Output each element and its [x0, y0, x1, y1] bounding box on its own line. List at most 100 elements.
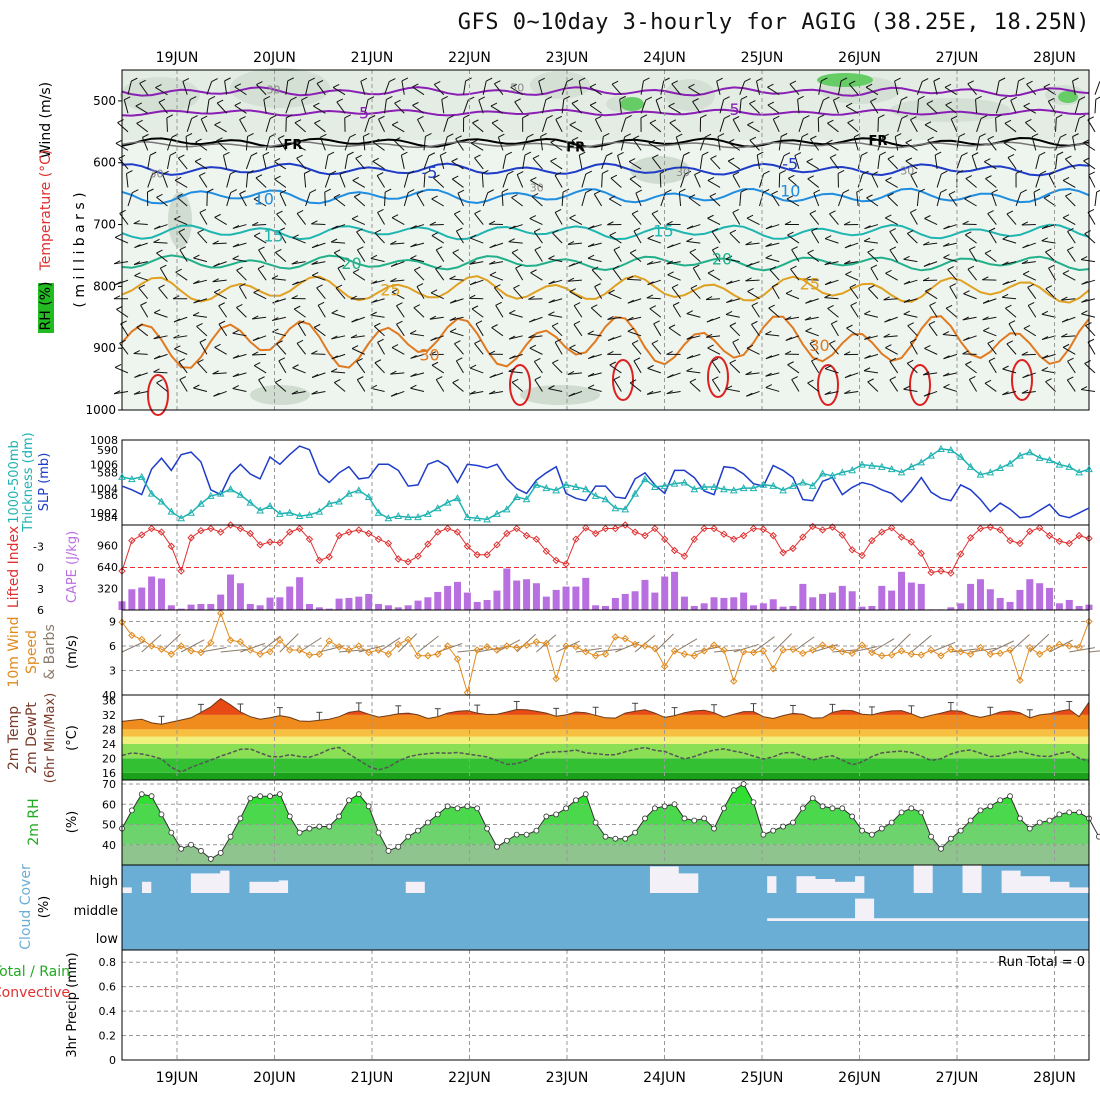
wind-barb-flag — [745, 277, 752, 282]
rh-marker — [336, 813, 342, 820]
cape-bar — [463, 592, 471, 610]
wind-barb-flag — [522, 114, 529, 119]
wind-barb — [193, 257, 208, 263]
wind-barb — [809, 213, 820, 225]
wind-barb-flag — [252, 337, 260, 342]
wind-barb — [610, 177, 622, 188]
lifted-index-marker — [976, 524, 985, 533]
wind-barb-flag — [619, 95, 626, 100]
wind-barb — [786, 198, 800, 207]
wind-barb-flag — [376, 172, 384, 177]
wind-barb — [391, 124, 405, 133]
wind-barb — [1062, 273, 1076, 281]
wind-barb — [984, 382, 997, 392]
wind-barb — [995, 80, 1000, 95]
wind-barb — [166, 136, 173, 151]
cape-bar — [661, 576, 669, 610]
wind10-marker — [660, 662, 669, 671]
bottom-date-label: 19JUN — [156, 1070, 199, 1086]
wind-barb — [452, 382, 464, 392]
wind-barb-flag — [263, 96, 271, 100]
wind-barb — [640, 80, 644, 95]
wind-barb-flag — [429, 221, 436, 226]
upper-frame — [121, 69, 1090, 411]
wind-barb-flag — [456, 227, 463, 232]
lifted-index-marker — [246, 529, 254, 538]
wind-barb-flag — [1080, 256, 1088, 261]
wind-barb — [194, 161, 208, 170]
wind10-marker — [404, 635, 412, 644]
wind-barb — [127, 81, 132, 95]
cloud-high-bar — [131, 865, 143, 893]
wind-barb — [352, 272, 366, 281]
lifted-index-marker — [631, 528, 639, 536]
wind-barb-flag — [390, 240, 397, 245]
wind-barb — [410, 387, 425, 392]
wind-barb-flag — [963, 290, 970, 295]
wind-barb — [316, 83, 326, 96]
wind-barb-flag — [516, 171, 524, 176]
lifted-index-marker — [355, 526, 363, 534]
wind-barb-flag — [1021, 351, 1029, 356]
wind-barb-flag — [563, 95, 570, 100]
wind-barb-flag — [214, 213, 221, 218]
wind10-marker — [897, 647, 906, 655]
wind-barb-flag — [894, 77, 901, 82]
cloud-high-bar — [317, 865, 328, 893]
wind-barb-flag — [824, 391, 832, 395]
wind-barb-flag — [430, 289, 438, 294]
wind-barb — [867, 288, 879, 300]
thickness-marker — [611, 504, 620, 512]
wind-barb-flag — [1015, 170, 1023, 174]
wind-barb-flag — [587, 330, 594, 335]
thickness-marker — [374, 508, 383, 516]
wind-barb-flag — [844, 374, 852, 379]
cape-bar — [641, 579, 649, 610]
wind-barb — [751, 305, 760, 318]
wind-barb-flag — [440, 151, 447, 156]
wind-barb-flag — [588, 225, 595, 230]
wind-barb — [433, 177, 445, 188]
wind-barb — [232, 258, 247, 263]
cloud-middle-bar — [444, 893, 455, 921]
cloud-middle-bar — [971, 893, 983, 919]
wind-barb — [889, 379, 899, 392]
wind-barb-flag — [334, 379, 341, 383]
wind-barb — [601, 136, 604, 151]
precip-total-legend: Total / Rain — [0, 964, 70, 980]
wind-barb-flag — [311, 374, 319, 378]
cloud-high-bar — [258, 865, 270, 882]
cloud-middle-bar — [200, 893, 211, 921]
wind-barb-flag — [1067, 228, 1074, 232]
wind-barb-flag — [1007, 153, 1015, 158]
cloud-middle-bar — [903, 893, 914, 919]
wind-barb-flag — [985, 175, 992, 180]
wind-barb-flag — [746, 262, 753, 267]
wind-barb-flag — [173, 334, 180, 339]
wind-barb — [845, 105, 859, 114]
wind-barb — [927, 139, 938, 151]
wind-barb — [491, 327, 504, 337]
wind-barb — [877, 117, 879, 132]
wind-barb-flag — [447, 115, 455, 119]
rh-marker — [622, 835, 629, 842]
wind-barb-flag — [712, 376, 719, 381]
wind-barb-flag — [390, 262, 398, 267]
lifted-index-marker — [868, 536, 876, 545]
rh-marker — [188, 841, 194, 848]
wind-barb — [370, 387, 385, 392]
wind-barb-flag — [1081, 310, 1088, 315]
slp-tick-label: 1006 — [90, 458, 118, 471]
wind-barb-flag — [1002, 391, 1009, 396]
wind-barb-flag — [647, 234, 654, 239]
wind-barb-flag — [174, 176, 182, 181]
wind-barb-flag — [488, 220, 496, 225]
wind-barb-flag — [707, 176, 715, 181]
cloud-high-bar — [844, 865, 856, 882]
wind-barb-flag — [113, 260, 121, 265]
wind-barb — [647, 367, 661, 374]
cloud-middle-bar — [864, 893, 875, 899]
wind-barb — [257, 268, 267, 281]
wind-barb-flag — [276, 340, 283, 345]
